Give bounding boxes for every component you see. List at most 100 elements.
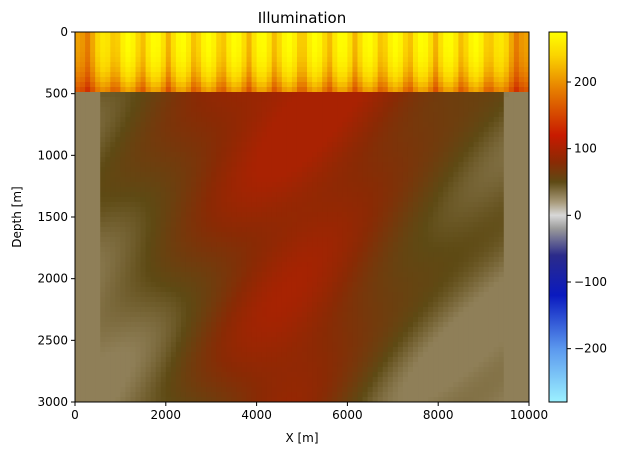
heatmap-cell (201, 167, 207, 173)
heatmap-cell (388, 287, 394, 293)
heatmap-cell (463, 182, 469, 188)
heatmap-cell (166, 102, 172, 108)
heatmap-cell (363, 117, 369, 123)
heatmap-cell (156, 152, 162, 158)
heatmap-cell (247, 117, 253, 123)
heatmap-cell (216, 307, 222, 313)
heatmap-cell (312, 262, 318, 268)
heatmap-cell (332, 122, 338, 128)
heatmap-cell (519, 52, 525, 58)
heatmap-cell (120, 122, 126, 128)
heatmap-cell (156, 172, 162, 178)
heatmap-cell (408, 217, 414, 223)
heatmap-cell (322, 122, 328, 128)
heatmap-cell (120, 302, 126, 308)
heatmap-cell (105, 47, 111, 53)
heatmap-cell (443, 82, 449, 88)
heatmap-cell (342, 207, 348, 213)
heatmap-cell (136, 147, 142, 153)
heatmap-cell (252, 197, 258, 203)
heatmap-cell (196, 227, 202, 233)
heatmap-cell (141, 82, 147, 88)
heatmap-cell (494, 132, 500, 138)
heatmap-cell (499, 142, 505, 148)
heatmap-cell (75, 257, 81, 263)
heatmap-cell (151, 87, 157, 93)
heatmap-cell (292, 252, 298, 258)
heatmap-cell (463, 57, 469, 63)
heatmap-cell (236, 292, 242, 298)
heatmap-cell (368, 147, 374, 153)
heatmap-cell (393, 162, 399, 168)
heatmap-cell (332, 257, 338, 263)
heatmap-cell (257, 97, 263, 103)
heatmap-cell (282, 62, 288, 68)
heatmap-cell (479, 207, 485, 213)
heatmap-cell (80, 102, 86, 108)
heatmap-cell (332, 97, 338, 103)
heatmap-cell (125, 242, 131, 248)
heatmap-cell (136, 132, 142, 138)
heatmap-cell (322, 162, 328, 168)
heatmap-cell (252, 172, 258, 178)
heatmap-cell (519, 32, 525, 38)
heatmap-cell (282, 212, 288, 218)
heatmap-cell (130, 117, 136, 123)
heatmap-cell (484, 52, 490, 58)
heatmap-cell (105, 102, 111, 108)
heatmap-cell (216, 302, 222, 308)
heatmap-cell (373, 252, 379, 258)
heatmap-cell (196, 72, 202, 78)
heatmap-cell (403, 177, 409, 183)
heatmap-cell (85, 107, 91, 113)
heatmap-cell (337, 117, 343, 123)
heatmap-cell (368, 112, 374, 118)
heatmap-cell (85, 92, 91, 98)
heatmap-cell (201, 237, 207, 243)
heatmap-cell (514, 177, 520, 183)
heatmap-cell (136, 242, 142, 248)
heatmap-cell (161, 192, 167, 198)
heatmap-cell (352, 202, 358, 208)
heatmap-cell (221, 252, 227, 258)
heatmap-cell (327, 132, 333, 138)
heatmap-cell (499, 202, 505, 208)
heatmap-cell (357, 222, 363, 228)
heatmap-cell (262, 32, 268, 38)
heatmap-cell (474, 202, 480, 208)
heatmap-cell (408, 242, 414, 248)
heatmap-cell (236, 102, 242, 108)
heatmap-cell (347, 272, 353, 278)
heatmap-cell (252, 257, 258, 263)
heatmap-cell (514, 77, 520, 83)
heatmap-cell (463, 107, 469, 113)
heatmap-cell (105, 272, 111, 278)
heatmap-cell (85, 77, 91, 83)
heatmap-cell (262, 122, 268, 128)
heatmap-cell (514, 112, 520, 118)
heatmap-cell (226, 107, 232, 113)
heatmap-cell (418, 82, 424, 88)
heatmap-cell (433, 222, 439, 228)
heatmap-cell (181, 32, 187, 38)
heatmap-cell (141, 192, 147, 198)
heatmap-cell (474, 152, 480, 158)
heatmap-cell (120, 177, 126, 183)
heatmap-cell (479, 167, 485, 173)
heatmap-cell (332, 52, 338, 58)
heatmap-cell (75, 42, 81, 48)
heatmap-cell (292, 287, 298, 293)
heatmap-cell (519, 232, 525, 238)
heatmap-cell (236, 297, 242, 303)
heatmap-cell (458, 77, 464, 83)
heatmap-cell (327, 177, 333, 183)
heatmap-cell (368, 257, 374, 263)
heatmap-cell (499, 52, 505, 58)
heatmap-cell (161, 167, 167, 173)
heatmap-cell (171, 62, 177, 68)
heatmap-cell (85, 202, 91, 208)
heatmap-cell (352, 207, 358, 213)
heatmap-cell (363, 97, 369, 103)
heatmap-cell (100, 212, 106, 218)
heatmap-cell (458, 62, 464, 68)
